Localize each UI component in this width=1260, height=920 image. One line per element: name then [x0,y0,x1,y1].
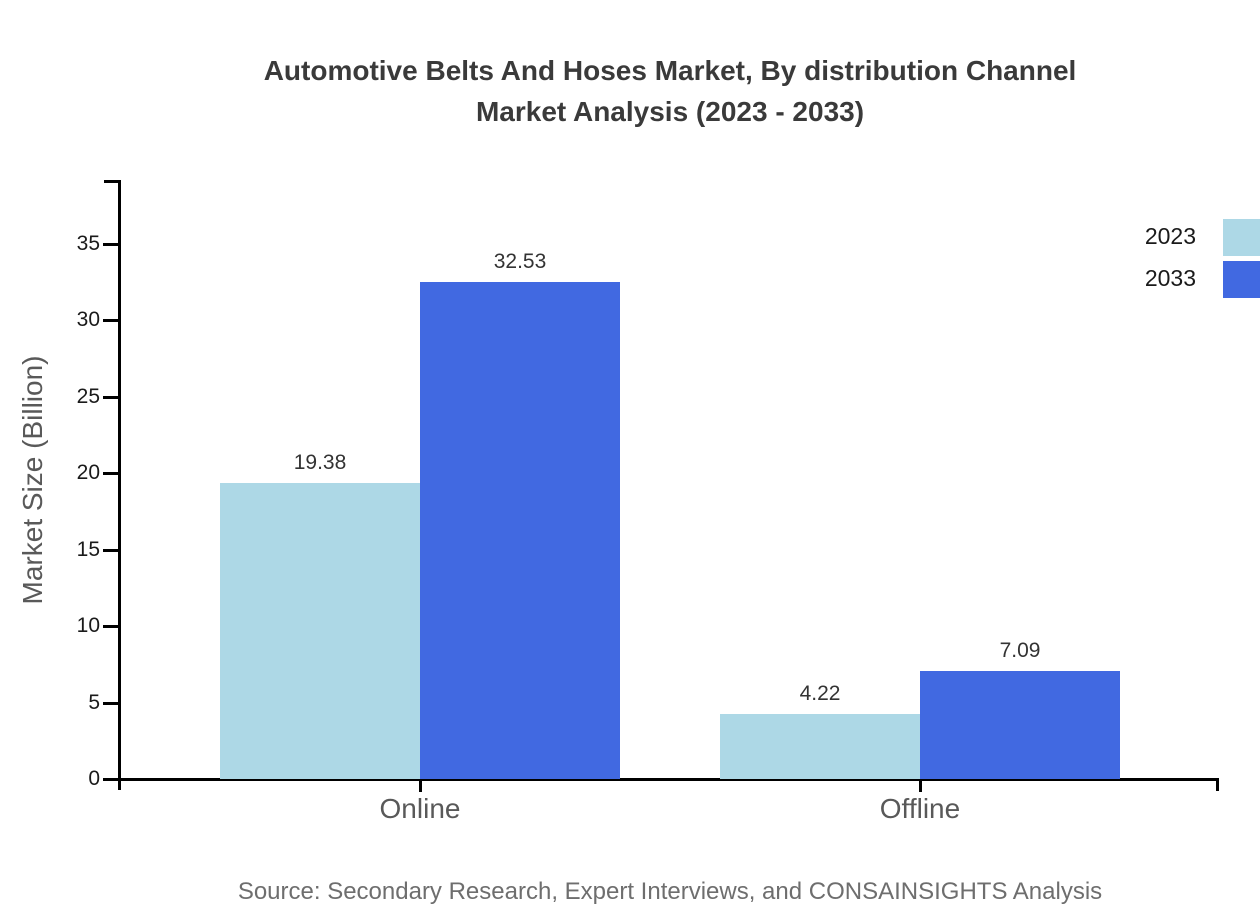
bar-value-label: 4.22 [799,682,841,706]
source-note: Source: Secondary Research, Expert Inter… [237,878,1103,905]
x-category-label: Online [379,793,461,824]
chart-title-line1: Automotive Belts And Hoses Market, By di… [263,55,1077,86]
y-tick-mark [103,243,118,246]
y-tick-label: 35 [76,232,100,255]
y-tick-label: 25 [76,384,100,408]
y-tick-mark [103,548,118,552]
y-tick-mark [103,395,118,399]
y-tick-mark [103,472,118,476]
legend-label-2033: 2033 [1144,265,1196,291]
y-tick-label: 5 [88,690,100,714]
x-tick-mark [419,780,422,792]
bar-2033-online [420,281,620,779]
bar-value-label: 19.38 [293,450,347,474]
y-tick-label: 15 [76,537,100,561]
legend-label-2023: 2023 [1144,223,1196,249]
bar-2023-offline [720,714,920,779]
x-axis-line [118,778,1219,781]
y-axis-line [118,180,121,790]
x-axis-right-cap [1216,778,1219,791]
y-tick-label: 20 [76,461,100,485]
y-tick-label: 10 [76,614,100,638]
y-tick-label: 30 [76,308,100,332]
y-tick-mark [103,625,118,629]
chart-title: Automotive Belts And Hoses Market, By di… [82,50,1258,132]
y-tick-mark [103,701,118,705]
legend-swatch-2033 [1223,261,1260,298]
y-tick-label: 0 [88,767,100,790]
y-tick-mark [103,778,118,781]
bar-2023-online [220,482,420,779]
x-tick-mark [919,780,922,792]
bar-value-label: 7.09 [999,638,1041,662]
bar-2033-offline [920,670,1120,779]
chart-title-line2: Market Analysis (2023 - 2033) [475,96,865,127]
y-axis-top-cap [104,180,120,183]
x-category-label: Offline [879,793,961,824]
bar-value-label: 32.53 [493,249,547,273]
legend-swatch-2023 [1223,219,1260,256]
y-tick-mark [103,319,118,323]
